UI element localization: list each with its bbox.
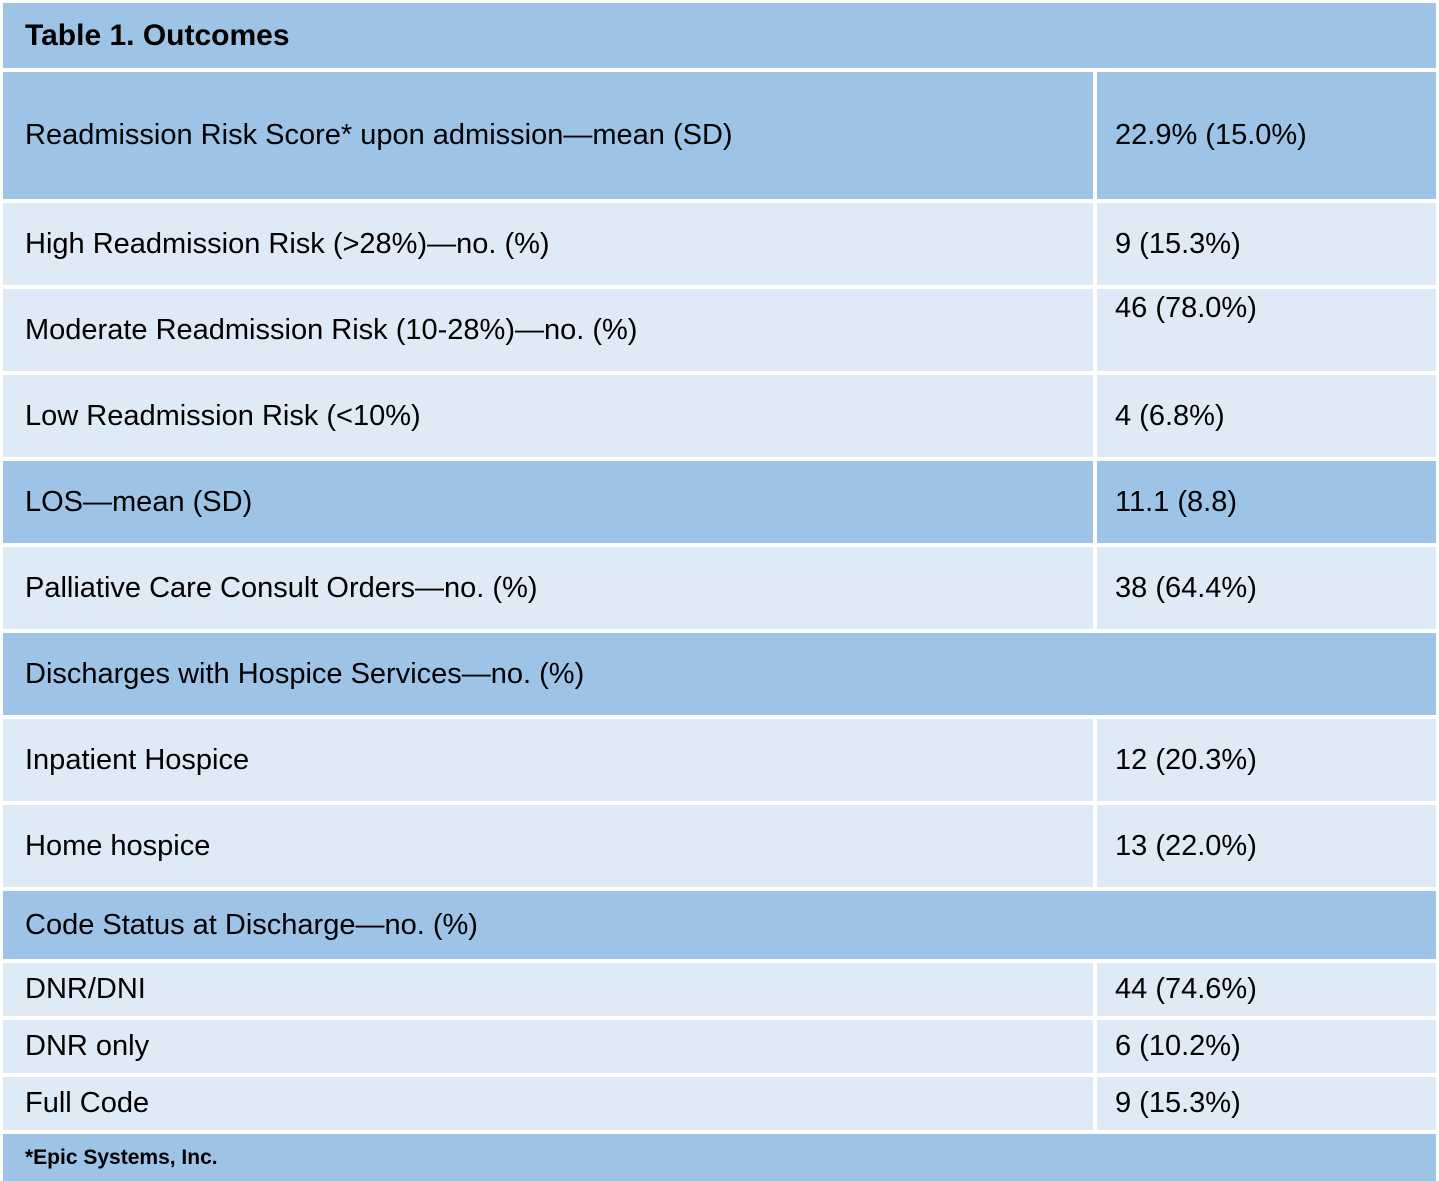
row-label: LOS—mean (SD) — [3, 461, 1093, 543]
row-value: 4 (6.8%) — [1097, 375, 1436, 457]
table-title-row: Table 1. Outcomes — [3, 3, 1436, 68]
row-value: 9 (15.3%) — [1097, 203, 1436, 285]
section-label: Discharges with Hospice Services—no. (%) — [3, 633, 1436, 715]
table-row-high-readmission-risk: High Readmission Risk (>28%)—no. (%) 9 (… — [3, 203, 1436, 285]
row-value: 9 (15.3%) — [1097, 1077, 1436, 1130]
table-row-palliative-care-consults: Palliative Care Consult Orders—no. (%) 3… — [3, 547, 1436, 629]
table-row-full-code: Full Code 9 (15.3%) — [3, 1077, 1436, 1130]
table-footnote-row: *Epic Systems, Inc. — [3, 1134, 1436, 1181]
row-value: 6 (10.2%) — [1097, 1020, 1436, 1073]
table-title: Table 1. Outcomes — [3, 3, 1436, 68]
row-value: 44 (74.6%) — [1097, 963, 1436, 1016]
row-label: Full Code — [3, 1077, 1093, 1130]
table-row-home-hospice: Home hospice 13 (22.0%) — [3, 805, 1436, 887]
row-label: Home hospice — [3, 805, 1093, 887]
row-value: 22.9% (15.0%) — [1097, 72, 1436, 199]
row-label: Readmission Risk Score* upon admission—m… — [3, 72, 1093, 199]
table-footnote: *Epic Systems, Inc. — [3, 1134, 1436, 1181]
row-label: Palliative Care Consult Orders—no. (%) — [3, 547, 1093, 629]
table-section-code-status: Code Status at Discharge—no. (%) — [3, 891, 1436, 959]
row-label: DNR only — [3, 1020, 1093, 1073]
table-row-moderate-readmission-risk: Moderate Readmission Risk (10-28%)—no. (… — [3, 289, 1436, 371]
section-label: Code Status at Discharge—no. (%) — [3, 891, 1436, 959]
table-row-dnr-only: DNR only 6 (10.2%) — [3, 1020, 1436, 1073]
table-row-dnr-dni: DNR/DNI 44 (74.6%) — [3, 963, 1436, 1016]
row-value: 11.1 (8.8) — [1097, 461, 1436, 543]
row-label: High Readmission Risk (>28%)—no. (%) — [3, 203, 1093, 285]
table-row-inpatient-hospice: Inpatient Hospice 12 (20.3%) — [3, 719, 1436, 801]
row-label: DNR/DNI — [3, 963, 1093, 1016]
row-value: 13 (22.0%) — [1097, 805, 1436, 887]
row-value: 46 (78.0%) — [1097, 289, 1436, 371]
row-label: Inpatient Hospice — [3, 719, 1093, 801]
row-value: 12 (20.3%) — [1097, 719, 1436, 801]
table-row-los: LOS—mean (SD) 11.1 (8.8) — [3, 461, 1436, 543]
row-label: Moderate Readmission Risk (10-28%)—no. (… — [3, 289, 1093, 371]
row-value: 38 (64.4%) — [1097, 547, 1436, 629]
row-label: Low Readmission Risk (<10%) — [3, 375, 1093, 457]
table-row-low-readmission-risk: Low Readmission Risk (<10%) 4 (6.8%) — [3, 375, 1436, 457]
table-row-readmission-risk-score: Readmission Risk Score* upon admission—m… — [3, 72, 1436, 199]
table-section-hospice-discharges: Discharges with Hospice Services—no. (%) — [3, 633, 1436, 715]
